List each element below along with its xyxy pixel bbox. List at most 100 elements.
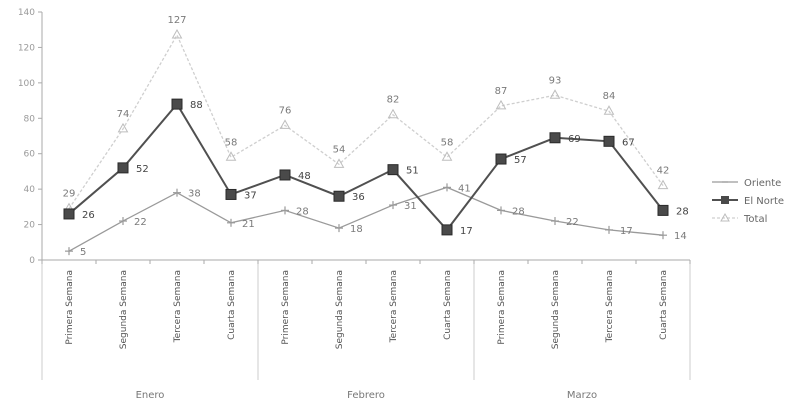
point-marker (225, 188, 237, 200)
point-marker (335, 224, 343, 233)
legend-label: Oriente (744, 178, 781, 189)
data-label: 58 (441, 137, 454, 148)
legend-marker (720, 212, 730, 222)
point-marker (63, 208, 75, 220)
point-marker (603, 105, 615, 115)
data-label: 18 (350, 224, 363, 235)
x-category-label: Segunda Semana (335, 270, 345, 349)
data-label: 41 (458, 183, 471, 194)
point-marker (171, 98, 183, 110)
y-tick-label: 60 (24, 150, 36, 160)
x-category-label: Primera Semana (497, 270, 507, 345)
group-label: Marzo (567, 390, 597, 401)
data-label: 51 (406, 166, 419, 177)
point-marker (657, 204, 669, 216)
data-label: 127 (167, 15, 186, 26)
legend-label: El Norte (744, 196, 784, 207)
x-category-label: Cuarta Semana (443, 270, 453, 340)
x-axis: Primera Semana Segunda Semana Tercera Sema… (41, 259, 691, 401)
data-label: 58 (225, 137, 238, 148)
legend-label: Total (743, 214, 767, 225)
point-marker (171, 29, 183, 39)
data-label: 52 (136, 164, 149, 175)
point-marker (173, 188, 181, 197)
y-tick-label: 120 (18, 43, 35, 53)
point-marker (603, 135, 615, 147)
data-label: 28 (676, 206, 689, 217)
data-label: 84 (603, 91, 616, 102)
x-category-label: Segunda Semana (551, 270, 561, 349)
x-category-label: Tercera Semana (389, 270, 399, 343)
data-label: 38 (188, 189, 201, 200)
group-label: Enero (136, 390, 165, 401)
group-label: Febrero (347, 390, 385, 401)
data-label: 76 (279, 105, 292, 116)
legend: Oriente El Norte Total (712, 178, 784, 225)
data-label: 93 (549, 75, 562, 86)
point-marker (495, 99, 507, 110)
point-marker (117, 122, 129, 133)
data-label: 54 (333, 144, 346, 155)
point-marker (497, 206, 505, 215)
data-label: 57 (514, 155, 527, 166)
data-label: 22 (134, 217, 147, 228)
data-label: 28 (512, 206, 525, 217)
point-marker (551, 217, 559, 226)
point-marker (281, 206, 289, 215)
y-tick-label: 100 (18, 79, 35, 89)
x-category-label: Cuarta Semana (659, 270, 669, 340)
data-label: 74 (117, 109, 130, 120)
point-marker (119, 217, 127, 226)
x-category-label: Segunda Semana (119, 270, 129, 349)
data-label: 5 (80, 247, 86, 258)
point-marker (657, 179, 669, 190)
data-label: 88 (190, 100, 203, 111)
point-marker (279, 119, 291, 129)
point-marker (549, 132, 561, 144)
data-label: 82 (387, 95, 400, 106)
data-label: 28 (296, 206, 309, 217)
y-axis: 0 20 40 60 80 100 120 140 (18, 8, 43, 266)
x-category-label: Tercera Semana (173, 270, 183, 343)
series-line-total (68, 33, 664, 209)
point-marker (279, 169, 291, 181)
data-label: 42 (657, 166, 670, 177)
y-tick-label: 80 (24, 114, 36, 124)
series-layer: 29 74 127 58 76 54 82 58 87 93 84 42 5 22 38 21 28 18 31 41… (63, 15, 689, 258)
x-category-label: Primera Semana (281, 270, 291, 345)
data-label: 48 (298, 171, 311, 182)
data-label: 17 (460, 226, 473, 237)
data-label: 22 (566, 217, 579, 228)
data-label: 21 (242, 219, 255, 230)
point-marker (387, 108, 399, 119)
point-marker (443, 183, 451, 192)
y-tick-label: 140 (18, 8, 35, 18)
point-marker (333, 158, 345, 168)
data-label: 26 (82, 210, 95, 221)
x-category-label: Tercera Semana (605, 270, 615, 343)
point-marker (387, 164, 399, 176)
series-line-el-norte (68, 102, 664, 232)
point-marker (659, 231, 667, 240)
data-label: 36 (352, 192, 365, 203)
point-marker (65, 247, 73, 256)
x-category-label: Primera Semana (65, 270, 75, 345)
x-category-label: Cuarta Semana (227, 270, 237, 340)
point-marker (441, 151, 453, 161)
legend-marker (721, 196, 729, 204)
data-label: 37 (244, 190, 257, 201)
data-label: 87 (495, 86, 508, 97)
data-label: 67 (622, 137, 635, 148)
data-label: 17 (620, 226, 633, 237)
data-label: 31 (404, 201, 417, 212)
point-marker (389, 201, 397, 210)
data-label: 29 (63, 189, 76, 200)
y-tick-label: 40 (24, 185, 36, 195)
point-marker (441, 224, 453, 236)
series-line-oriente (68, 186, 664, 252)
point-marker (333, 190, 345, 202)
point-marker (605, 225, 613, 234)
point-marker (117, 162, 129, 174)
point-marker (549, 89, 561, 99)
